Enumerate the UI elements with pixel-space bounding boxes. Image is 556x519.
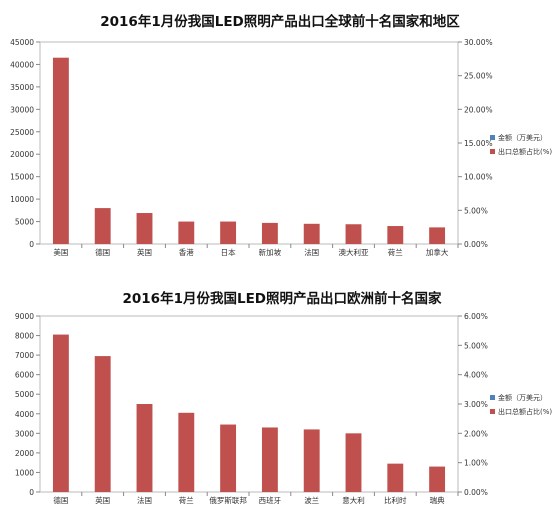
bar bbox=[52, 57, 69, 244]
y2-tick-label: 4.00% bbox=[464, 371, 488, 380]
y-tick-label: 20000 bbox=[10, 150, 34, 159]
bar bbox=[261, 222, 278, 244]
y-tick-label: 0 bbox=[29, 240, 34, 249]
x-tick-label: 新加坡 bbox=[259, 247, 282, 257]
x-tick-label: 法国 bbox=[304, 247, 319, 257]
legend-swatch bbox=[490, 149, 495, 154]
bar bbox=[387, 226, 404, 244]
x-tick-label: 美国 bbox=[53, 247, 68, 257]
bar bbox=[387, 463, 404, 492]
y-tick-label: 7000 bbox=[15, 351, 34, 360]
y-tick-label: 1000 bbox=[15, 468, 34, 477]
legend-label: 金额（万美元） bbox=[498, 393, 547, 402]
y-tick-label: 3000 bbox=[15, 429, 34, 438]
y-tick-label: 45000 bbox=[10, 38, 34, 47]
y-tick-label: 9000 bbox=[15, 312, 34, 321]
y2-tick-label: 3.00% bbox=[464, 400, 488, 409]
y-tick-label: 5000 bbox=[15, 218, 34, 227]
x-tick-label: 瑞典 bbox=[430, 495, 445, 505]
y2-tick-label: 0.00% bbox=[464, 488, 488, 497]
x-tick-label: 日本 bbox=[221, 247, 236, 257]
y-tick-label: 6000 bbox=[15, 371, 34, 380]
y-tick-label: 25000 bbox=[10, 128, 34, 137]
y-tick-label: 15000 bbox=[10, 173, 34, 182]
bar bbox=[94, 208, 111, 244]
y2-tick-label: 0.00% bbox=[464, 240, 488, 249]
y2-tick-label: 25.00% bbox=[464, 72, 493, 81]
bar bbox=[303, 429, 320, 492]
chart-title: 2016年1月份我国LED照明产品出口欧洲前十名国家 bbox=[123, 290, 442, 307]
y-tick-label: 40000 bbox=[10, 60, 34, 69]
y-tick-label: 2000 bbox=[15, 449, 34, 458]
legend-swatch bbox=[490, 135, 495, 140]
legend-swatch bbox=[490, 409, 495, 414]
x-tick-label: 德国 bbox=[95, 247, 110, 257]
legend-label: 出口总额占比(%) bbox=[498, 147, 552, 156]
legend-swatch bbox=[490, 395, 495, 400]
chart-global-top10: 2016年1月份我国LED照明产品出口全球前十名国家和地区 0 5000 10000… bbox=[10, 13, 552, 257]
bar bbox=[136, 213, 153, 244]
y2-tick-label: 10.00% bbox=[464, 173, 493, 182]
chart-europe-top10: 2016年1月份我国LED照明产品出口欧洲前十名国家 0 1000 2000 3000… bbox=[15, 290, 552, 505]
y-tick-label: 35000 bbox=[10, 83, 34, 92]
bar bbox=[52, 334, 69, 492]
y2-tick-label: 30.00% bbox=[464, 38, 493, 47]
y2-tick-label: 6.00% bbox=[464, 312, 488, 321]
x-tick-label: 加拿大 bbox=[426, 247, 449, 257]
y2-tick-label: 5.00% bbox=[464, 341, 488, 350]
legend-label: 金额（万美元） bbox=[498, 133, 547, 142]
y-tick-label: 0 bbox=[29, 488, 34, 497]
bar bbox=[220, 221, 237, 244]
y2-tick-label: 20.00% bbox=[464, 105, 493, 114]
x-tick-label: 英国 bbox=[137, 247, 152, 257]
bar bbox=[429, 466, 446, 492]
y-tick-label: 8000 bbox=[15, 332, 34, 341]
x-tick-label: 西班牙 bbox=[259, 495, 282, 505]
bar bbox=[178, 412, 195, 492]
bar bbox=[345, 224, 362, 244]
x-tick-label: 波兰 bbox=[304, 495, 319, 505]
x-tick-label: 荷兰 bbox=[388, 247, 403, 257]
x-tick-label: 意大利 bbox=[342, 495, 365, 505]
x-tick-label: 德国 bbox=[53, 495, 68, 505]
x-tick-label: 香港 bbox=[179, 247, 194, 257]
x-tick-label: 荷兰 bbox=[179, 495, 194, 505]
bar bbox=[303, 223, 320, 244]
bar bbox=[261, 427, 278, 492]
bar bbox=[429, 227, 446, 244]
legend-label: 出口总额占比(%) bbox=[498, 407, 552, 416]
bar bbox=[345, 433, 362, 492]
y2-tick-label: 15.00% bbox=[464, 139, 493, 148]
bar bbox=[136, 404, 153, 492]
x-tick-label: 英国 bbox=[95, 495, 110, 505]
x-tick-label: 比利时 bbox=[384, 495, 407, 505]
bar bbox=[220, 424, 237, 492]
bar bbox=[178, 221, 195, 244]
y-tick-label: 30000 bbox=[10, 105, 34, 114]
bar bbox=[94, 356, 111, 492]
x-tick-label: 法国 bbox=[137, 495, 152, 505]
chart-title: 2016年1月份我国LED照明产品出口全球前十名国家和地区 bbox=[100, 13, 460, 30]
y2-tick-label: 1.00% bbox=[464, 459, 488, 468]
y-tick-label: 10000 bbox=[10, 195, 34, 204]
y-tick-label: 4000 bbox=[15, 410, 34, 419]
y-tick-label: 5000 bbox=[15, 390, 34, 399]
x-tick-label: 俄罗斯联邦 bbox=[209, 495, 247, 505]
y2-tick-label: 2.00% bbox=[464, 429, 488, 438]
y2-tick-label: 5.00% bbox=[464, 206, 488, 215]
x-tick-label: 澳大利亚 bbox=[339, 247, 369, 257]
